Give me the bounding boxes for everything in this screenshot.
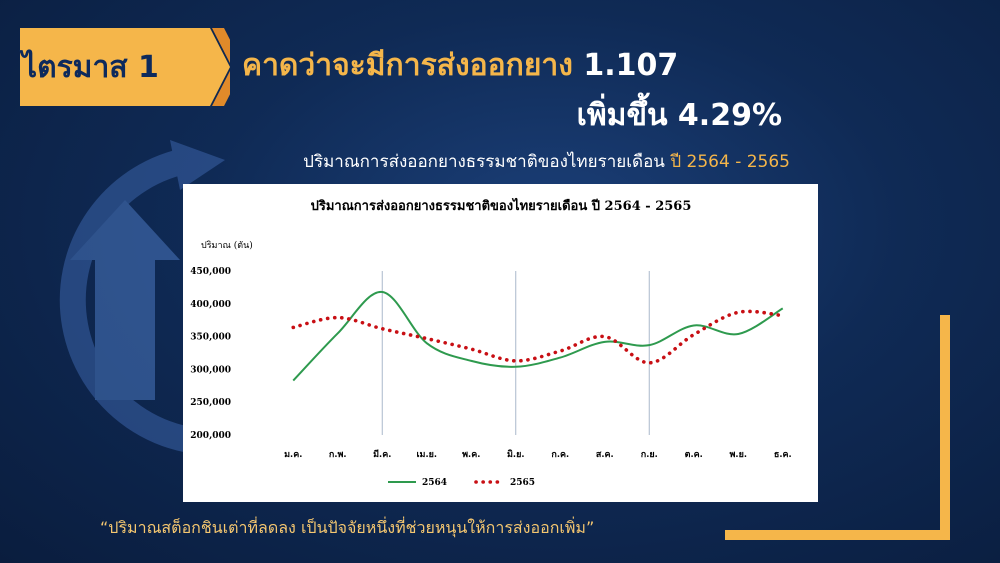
subtitle-years: ปี 2564 - 2565 (670, 152, 790, 172)
legend-label-2565: 2565 (510, 478, 535, 488)
x-tick-label: มิ.ย. (507, 449, 525, 460)
y-tick-label: 400,000 (190, 300, 231, 310)
footer-quote: “ปริมาณสต็อกชินเต่าที่ลดลง เป็นปัจจัยหนึ… (100, 518, 595, 537)
chart-subtitle: ปริมาณการส่งออกยางธรรมชาติของไทยรายเดือน… (303, 152, 790, 172)
y-tick-label: 250,000 (190, 398, 231, 408)
x-tick-label: ก.พ. (329, 450, 347, 460)
x-tick-label: พ.ค. (462, 450, 480, 460)
y-tick-label: 300,000 (190, 365, 231, 375)
line-chart: ปริมาณการส่งออกยางธรรมชาติของไทยรายเดือน… (190, 197, 792, 488)
x-tick-label: ธ.ค. (774, 450, 792, 460)
x-tick-label: ก.ค. (551, 450, 569, 460)
x-tick-label: ส.ค. (596, 450, 614, 460)
y-tick-label: 200,000 (190, 431, 231, 441)
headline-line2: เพิ่มขึ้น 4.29% (576, 98, 782, 133)
x-tick-label: มี.ค. (373, 449, 391, 460)
x-tick-label: ม.ค. (284, 450, 302, 460)
corner-frame-decoration (725, 315, 950, 540)
y-tick-label: 450,000 (190, 267, 231, 277)
headline-value: 1.107 (583, 48, 679, 83)
series-line-2565 (291, 309, 785, 365)
quarter-badge (20, 28, 230, 106)
x-tick-label: ก.ย. (641, 450, 658, 460)
y-tick-label: 350,000 (190, 333, 231, 343)
x-tick-label: เม.ย. (416, 450, 437, 460)
quarter-label: ไตรมาส 1 (22, 50, 159, 85)
y-axis-label: ปริมาณ (ตัน) (201, 240, 253, 251)
legend-label-2564: 2564 (422, 478, 447, 488)
x-tick-label: ต.ค. (685, 450, 703, 460)
chart-card: ปริมาณการส่งออกยางธรรมชาติของไทยรายเดือน… (183, 184, 818, 502)
chart-title: ปริมาณการส่งออกยางธรรมชาติของไทยรายเดือน… (311, 197, 692, 214)
x-tick-label: พ.ย. (730, 450, 747, 460)
series-line-2564 (292, 290, 784, 382)
circular-arrow-decoration (59, 140, 243, 456)
headline-line1: คาดว่าจะมีการส่งออกยาง 1.107 (242, 48, 679, 83)
